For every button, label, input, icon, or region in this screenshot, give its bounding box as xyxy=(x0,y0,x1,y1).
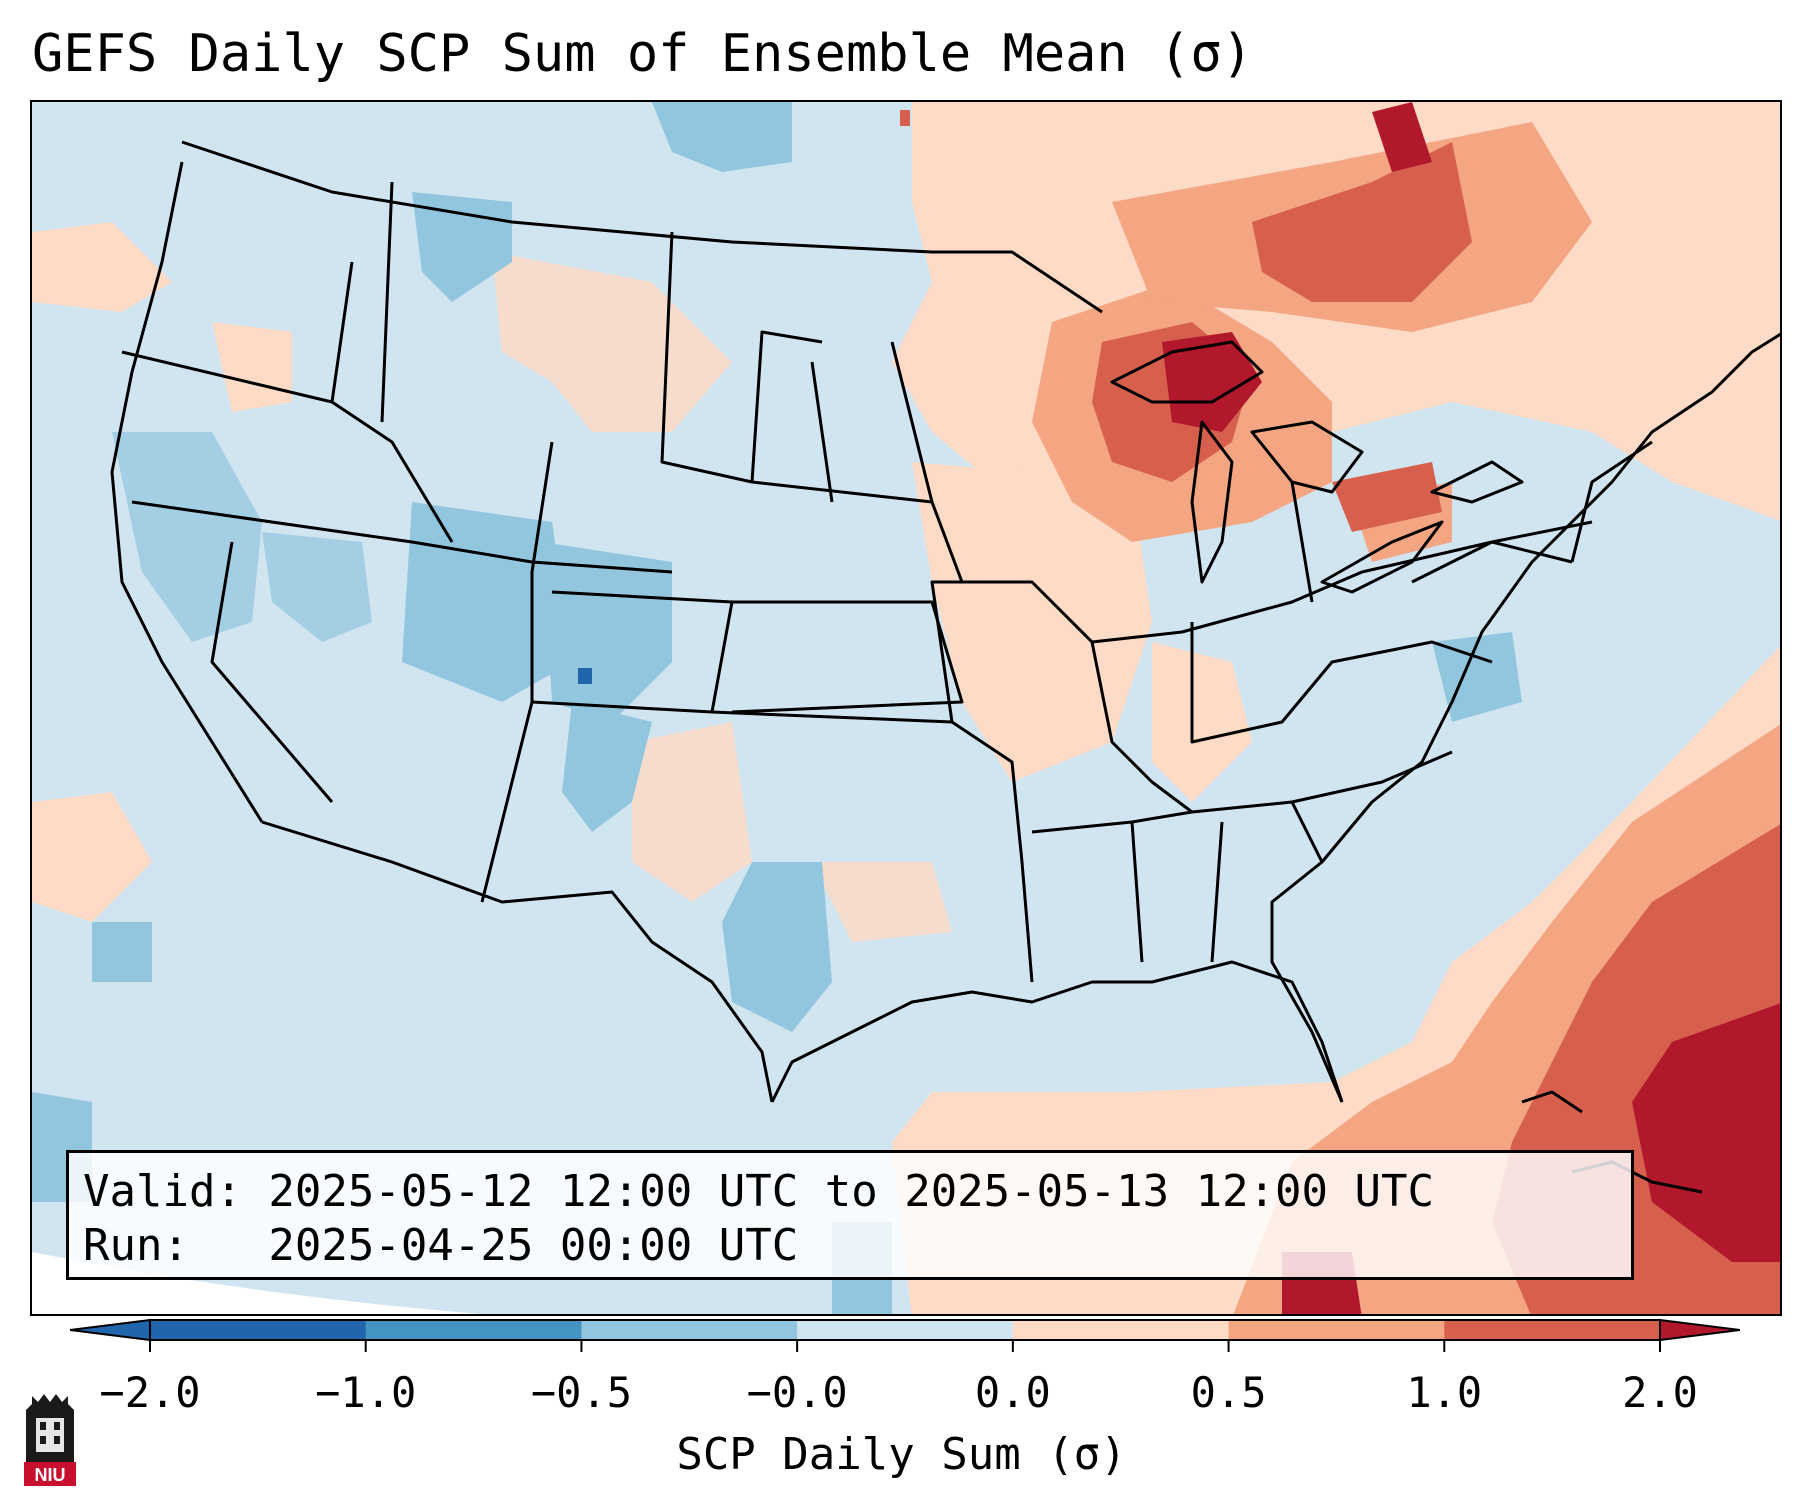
colorbar-extend-low xyxy=(70,1318,151,1342)
map-panel[interactable] xyxy=(30,100,1782,1316)
state-boundaries xyxy=(110,140,1780,1194)
niu-logo-icon: NIU xyxy=(24,1394,76,1486)
colorbar-bin xyxy=(1444,1320,1661,1340)
colorbar-bin xyxy=(581,1320,798,1340)
colorbar-bin xyxy=(365,1320,582,1340)
colorbar-bin xyxy=(1012,1320,1230,1340)
colorbar-label: SCP Daily Sum (σ) xyxy=(676,1429,1127,1480)
valid-run-box: Valid: 2025-05-12 12:00 UTC to 2025-05-1… xyxy=(66,1150,1634,1280)
scp-map xyxy=(32,102,1780,1314)
colorbar-outline xyxy=(149,1319,1661,1341)
colorbar-tick-label: 0.5 xyxy=(1190,1368,1267,1417)
colorbar-tick-label: 2.0 xyxy=(1622,1368,1698,1417)
colorbar-tick-label: −2.0 xyxy=(99,1368,201,1417)
positive-anomaly-shading xyxy=(32,102,1780,1314)
run-time-text: Run: 2025-04-25 00:00 UTC xyxy=(83,1220,799,1271)
colorbar-tick-label: −1.0 xyxy=(315,1368,417,1417)
colorbar-tick-label: 0.0 xyxy=(974,1368,1051,1417)
colorbar-bin xyxy=(150,1320,367,1340)
logo-text: NIU xyxy=(35,1465,66,1485)
colorbar-tick-label: −0.5 xyxy=(530,1368,632,1417)
colorbar-tick-label: 1.0 xyxy=(1406,1368,1483,1417)
valid-time-text: Valid: 2025-05-12 12:00 UTC to 2025-05-1… xyxy=(83,1166,1435,1217)
negative-anomaly-shading xyxy=(32,102,1522,1314)
map-title: GEFS Daily SCP Sum of Ensemble Mean (σ) xyxy=(32,24,1253,84)
colorbar xyxy=(70,1318,1740,1352)
colorbar-bin xyxy=(797,1320,1014,1340)
colorbar-extend-high xyxy=(1659,1318,1740,1342)
colorbar-tick-label: −0.0 xyxy=(746,1368,848,1417)
colorbar-bin xyxy=(1228,1320,1445,1340)
